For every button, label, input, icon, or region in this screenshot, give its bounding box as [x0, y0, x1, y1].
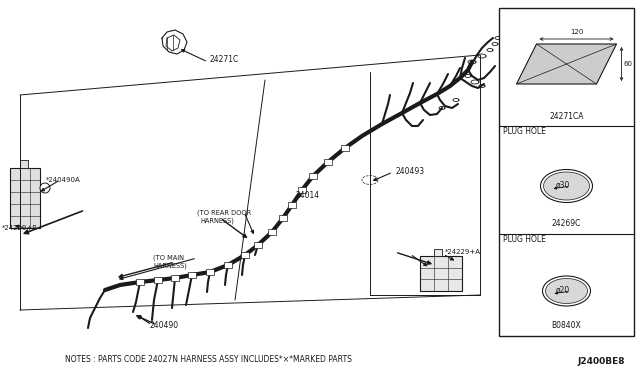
Bar — [136, 279, 144, 285]
Ellipse shape — [543, 172, 589, 200]
Text: 120: 120 — [570, 29, 583, 35]
Text: *24229+B: *24229+B — [2, 225, 38, 231]
Bar — [341, 145, 349, 151]
Ellipse shape — [545, 279, 588, 304]
Bar — [171, 275, 179, 281]
Ellipse shape — [543, 276, 591, 306]
Bar — [10, 168, 40, 228]
Ellipse shape — [541, 170, 593, 202]
Bar — [309, 173, 317, 179]
Bar — [224, 262, 232, 268]
Bar — [288, 202, 296, 208]
Text: B0840X: B0840X — [552, 321, 581, 330]
Text: 24269C: 24269C — [552, 219, 581, 228]
Bar — [154, 277, 162, 283]
Text: 240493: 240493 — [395, 167, 424, 176]
Text: J2400BE8: J2400BE8 — [577, 357, 625, 366]
Bar — [434, 249, 442, 256]
Text: HARNESS): HARNESS) — [200, 218, 234, 224]
Text: (TO MAIN: (TO MAIN — [153, 255, 184, 261]
Bar — [420, 256, 462, 291]
Text: PLUG HOLE: PLUG HOLE — [503, 128, 546, 137]
Bar — [268, 229, 276, 235]
Text: *24229+A: *24229+A — [445, 249, 481, 255]
Text: *240490A: *240490A — [46, 177, 81, 183]
Bar — [324, 159, 332, 165]
Text: NOTES : PARTS CODE 24027N HARNESS ASSY INCLUDES*×*MARKED PARTS: NOTES : PARTS CODE 24027N HARNESS ASSY I… — [65, 356, 352, 365]
Bar — [206, 269, 214, 275]
Text: 24014: 24014 — [296, 192, 320, 201]
Text: ø20: ø20 — [556, 285, 570, 295]
Bar — [241, 252, 249, 258]
Text: 240490: 240490 — [150, 321, 179, 330]
Text: 60: 60 — [623, 61, 632, 67]
Circle shape — [40, 183, 50, 193]
Bar — [254, 242, 262, 248]
Text: HARNESS): HARNESS) — [153, 263, 187, 269]
Text: 24271C: 24271C — [210, 55, 239, 64]
Bar — [298, 187, 306, 193]
Bar — [188, 272, 196, 278]
Bar — [499, 8, 634, 336]
Bar — [20, 160, 28, 168]
Text: 24271CA: 24271CA — [549, 112, 584, 121]
Text: PLUG HOLE: PLUG HOLE — [503, 235, 546, 244]
Bar — [279, 215, 287, 221]
Text: (TO REAR DOOR: (TO REAR DOOR — [197, 210, 252, 216]
Polygon shape — [516, 44, 616, 84]
Text: ø30: ø30 — [556, 180, 570, 189]
